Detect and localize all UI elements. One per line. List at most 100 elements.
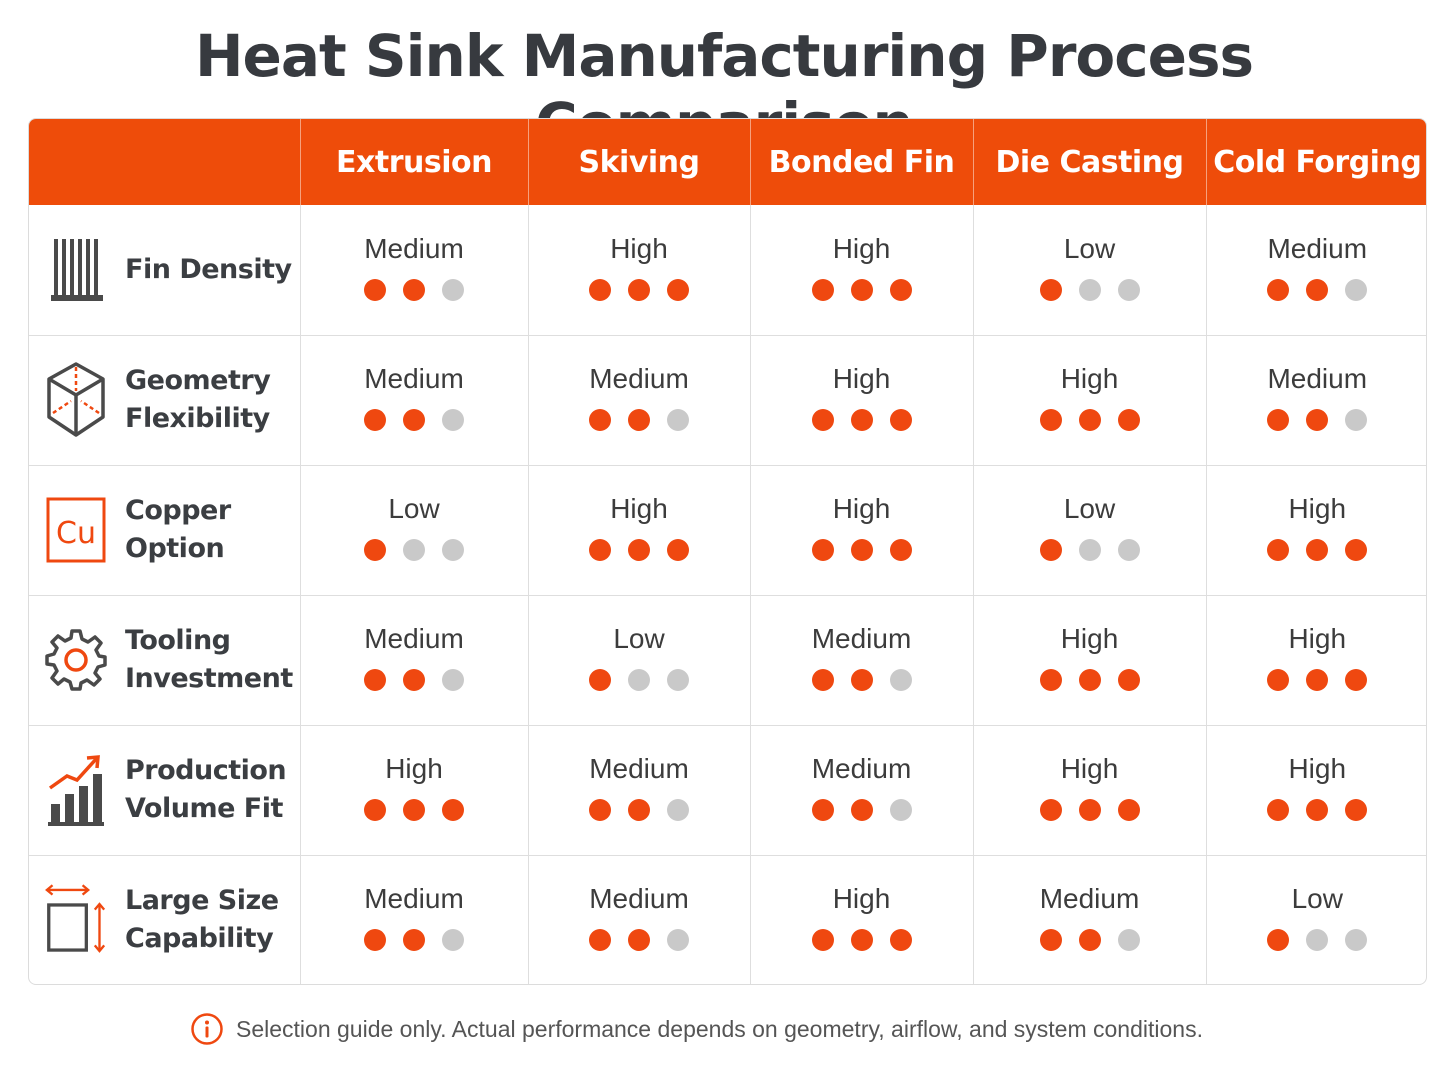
rating-cell: Medium <box>973 854 1207 984</box>
footnote-text: Selection guide only. Actual performance… <box>236 1015 1203 1042</box>
rating-dots <box>974 799 1206 821</box>
rating-dot-empty <box>442 669 464 691</box>
rating-dot-empty <box>889 669 912 691</box>
rating-cell: Medium <box>528 724 751 855</box>
table-row: Production Volume Fit High Medium Medium Hig… <box>29 724 1427 855</box>
rating-cell: Medium <box>1206 334 1426 465</box>
rating-dot-filled <box>811 278 834 301</box>
rating-dot-filled <box>589 669 611 691</box>
rating-dot-filled <box>628 278 650 301</box>
rating-dots <box>301 539 528 561</box>
rating-level: Medium <box>1267 363 1368 394</box>
rating-dot-empty <box>1345 409 1368 431</box>
rating-dots <box>1207 799 1427 821</box>
copper-icon: Cu <box>45 494 107 566</box>
row-label: Large Size Capability <box>125 885 279 955</box>
rating-dot-filled <box>364 409 386 431</box>
rating-dot-empty <box>442 409 464 431</box>
rating-cell: Medium <box>528 854 751 984</box>
rating-level: Medium <box>589 363 689 394</box>
rating-dot-filled <box>403 799 425 821</box>
rating-level: Low <box>388 493 440 524</box>
column-header: Skiving <box>528 119 751 205</box>
row-label: Geometry Flexibility <box>125 365 271 434</box>
footnote: Selection guide only. Actual performance… <box>190 1012 1203 1046</box>
rating-level: High <box>832 363 891 394</box>
rating-cell: Medium <box>750 594 974 725</box>
header-corner <box>29 119 301 205</box>
rating-dots <box>751 929 973 952</box>
rating-level: High <box>1060 363 1119 394</box>
rating-dot-filled <box>1306 278 1329 301</box>
rating-dot-filled <box>589 929 611 952</box>
rating-dot-empty <box>1306 929 1329 952</box>
rating-dot-empty <box>628 669 650 691</box>
rating-dots <box>529 278 750 301</box>
header-row: Extrusion Skiving Bonded Fin Die Casting… <box>29 119 1426 205</box>
rating-dots <box>751 409 973 431</box>
rating-dot-filled <box>1117 409 1140 431</box>
rating-cell: Medium <box>1206 205 1426 335</box>
rating-cell: Medium <box>300 205 529 335</box>
rating-cell: Low <box>1206 854 1427 984</box>
rating-dots <box>974 539 1206 561</box>
rating-dot-empty <box>442 539 464 561</box>
rating-dots <box>751 278 973 301</box>
rating-dot-empty <box>442 929 464 952</box>
rating-dot-empty <box>1345 278 1368 301</box>
rating-cell: High <box>300 724 529 855</box>
rating-level: Medium <box>364 883 464 915</box>
rating-dot-filled <box>1078 929 1101 952</box>
rating-dot-filled <box>628 929 650 952</box>
rating-dot-filled <box>442 799 464 821</box>
rating-dot-filled <box>811 929 834 952</box>
rating-dot-filled <box>889 278 912 301</box>
rating-cell: Low <box>300 464 529 595</box>
gear-icon <box>45 624 107 696</box>
rating-level: High <box>832 493 891 524</box>
rating-dot-filled <box>1306 669 1329 691</box>
rating-dot-filled <box>628 539 650 561</box>
rating-cell: Medium <box>300 594 529 725</box>
rating-cell: High <box>528 464 751 595</box>
rating-dot-filled <box>364 799 386 821</box>
rating-dot-filled <box>667 539 689 561</box>
rating-dot-filled <box>589 799 611 821</box>
rating-level: High <box>1288 623 1347 654</box>
rating-cell: Medium <box>750 724 974 855</box>
rating-dots <box>1207 669 1427 691</box>
rating-dot-filled <box>889 409 912 431</box>
rating-dots <box>974 929 1206 952</box>
rating-level: High <box>1288 493 1347 524</box>
rating-cell: Medium <box>300 334 529 465</box>
column-header: Extrusion <box>300 119 529 205</box>
rating-cell: Low <box>973 205 1207 335</box>
rating-dot-filled <box>364 539 386 561</box>
rating-dot-empty <box>889 799 912 821</box>
rating-dots <box>301 799 528 821</box>
rating-dot-filled <box>850 278 873 301</box>
row-header: Geometry Flexibility <box>29 334 301 465</box>
row-label: Copper Option <box>125 495 231 564</box>
rating-dots <box>301 278 528 301</box>
rating-dot-filled <box>1078 799 1101 821</box>
rating-dot-empty <box>442 278 464 301</box>
rating-cell: High <box>750 854 974 984</box>
rating-cell: High <box>528 205 751 335</box>
rating-dot-filled <box>850 669 873 691</box>
rating-cell: High <box>973 594 1207 725</box>
rating-dot-filled <box>811 669 834 691</box>
rating-dot-empty <box>1117 929 1140 952</box>
rating-dot-filled <box>1345 799 1368 821</box>
rating-dots <box>1207 929 1427 952</box>
row-label: Tooling Investment <box>125 625 293 694</box>
rating-dot-empty <box>403 539 425 561</box>
rating-cell: High <box>750 464 974 595</box>
rating-level: High <box>1288 753 1347 784</box>
row-label: Production Volume Fit <box>125 755 287 824</box>
rating-dot-filled <box>1117 669 1140 691</box>
rating-dot-empty <box>667 669 689 691</box>
rating-dot-filled <box>1345 669 1368 691</box>
rating-dot-filled <box>403 409 425 431</box>
rating-dot-filled <box>1345 539 1368 561</box>
